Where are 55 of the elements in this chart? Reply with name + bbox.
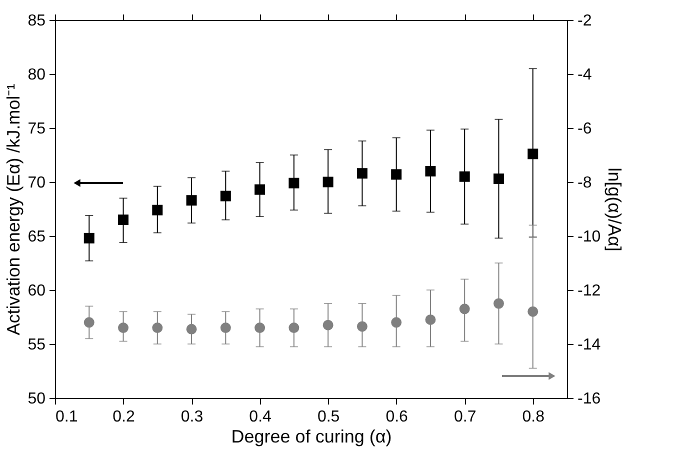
point xyxy=(254,184,266,195)
point xyxy=(493,174,504,184)
y-tick-label: 65 xyxy=(28,228,46,246)
y-tick-label: 80 xyxy=(28,66,46,84)
x-axis-title: Degree of curing (α) xyxy=(231,426,392,446)
point xyxy=(459,304,470,314)
y-axis-title: Activation energy (Eα) /kJ.mol⁻¹ xyxy=(4,84,24,336)
y-tick-label: 70 xyxy=(28,174,46,192)
y2-tick-label: -10 xyxy=(578,228,601,246)
y-tick-label: 55 xyxy=(28,336,46,354)
x-tick-label: 0.6 xyxy=(386,408,408,426)
y-tick-label: 85 xyxy=(28,12,46,30)
x-tick-label: 0.2 xyxy=(112,408,135,426)
y2-tick-label: -8 xyxy=(578,174,592,192)
y2-tick-label: -6 xyxy=(578,120,592,138)
x-tick-label: 0.1 xyxy=(56,408,78,426)
point xyxy=(288,178,300,188)
point xyxy=(84,232,94,244)
y2-tick-label: -12 xyxy=(578,282,601,300)
y2-tick-label: -14 xyxy=(578,336,601,354)
y-tick-label: 50 xyxy=(28,390,46,408)
point xyxy=(322,176,334,188)
x-tick-label: 0.8 xyxy=(522,408,545,426)
point xyxy=(528,306,538,317)
point xyxy=(356,321,368,332)
point xyxy=(254,322,266,334)
x-tick-label: 0.5 xyxy=(317,408,340,426)
y-tick-label: 75 xyxy=(28,120,46,138)
point xyxy=(84,317,94,328)
point xyxy=(425,314,436,325)
point xyxy=(186,195,197,206)
point xyxy=(493,298,504,309)
x-tick-label: 0.4 xyxy=(249,408,272,426)
point xyxy=(288,322,300,334)
point xyxy=(186,324,197,334)
point xyxy=(528,148,538,160)
y2-tick-label: -4 xyxy=(578,66,592,84)
point xyxy=(220,190,231,202)
x-tick-label: 0.7 xyxy=(454,408,476,426)
point xyxy=(425,166,436,176)
point xyxy=(391,317,402,328)
point xyxy=(152,322,163,334)
x-tick-label: 0.3 xyxy=(180,408,204,426)
y2-tick-label: -16 xyxy=(578,390,601,408)
point xyxy=(391,169,402,180)
point xyxy=(322,320,334,330)
y2-tick-label: -2 xyxy=(578,12,592,30)
point xyxy=(220,322,231,334)
y-tick-label: 60 xyxy=(28,282,46,300)
point xyxy=(118,214,129,226)
point xyxy=(459,171,470,182)
point xyxy=(356,168,368,179)
point xyxy=(152,204,163,216)
y2-axis-title: ln[g(α)/Aα] xyxy=(604,168,625,252)
point xyxy=(118,322,129,334)
